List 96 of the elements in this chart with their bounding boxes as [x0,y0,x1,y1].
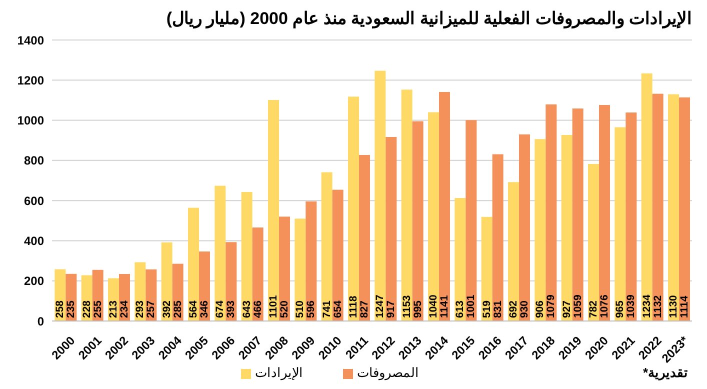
y-tick-label: 0 [37,314,44,328]
bar [454,198,466,321]
bar [626,112,637,321]
bar [561,134,572,321]
data-label: 255 [92,300,104,318]
data-label: 510 [294,300,306,318]
data-label: 1118 [348,296,360,318]
data-label: 674 [214,300,226,318]
data-label: 346 [198,300,210,318]
legend-label: الإيرادات [255,365,303,380]
bar [214,186,226,321]
bar [279,216,290,321]
bar [652,94,664,321]
data-label: 995 [412,300,424,318]
y-tick-label: 1400 [17,33,44,48]
data-label: 827 [358,300,370,318]
data-label: 258 [54,300,66,318]
bar [188,208,199,321]
data-label: 234 [118,300,130,318]
bar [439,92,450,321]
bar [412,121,424,321]
bar [481,216,492,321]
data-label: 1076 [598,294,610,318]
bar [614,127,626,321]
data-label: 831 [492,300,504,318]
data-label: 741 [320,300,333,318]
data-label: 235 [65,300,78,318]
y-tick-label: 400 [24,234,44,248]
bar [332,190,344,321]
bar [268,100,279,321]
y-tick-label: 200 [24,274,44,288]
bar [348,96,359,321]
bar [321,172,332,321]
legend-label: المصروفات [357,365,419,380]
bar [241,192,252,321]
bar [588,164,599,321]
data-label: 1079 [545,294,558,318]
data-label: 564 [188,300,200,318]
bar [386,136,397,321]
bar [359,155,370,321]
data-label: 596 [305,300,318,318]
data-label: 1247 [374,294,386,318]
data-label: 654 [332,300,344,318]
data-label: 393 [225,300,238,318]
bar [428,112,439,321]
data-label: 1059 [572,294,584,318]
data-label: 643 [240,300,253,318]
data-label: 1141 [438,295,450,318]
data-label: 692 [508,300,520,318]
data-label: 293 [134,300,146,318]
data-label: 519 [480,300,493,318]
bar [294,218,306,321]
data-label: 613 [454,300,466,318]
data-label: 520 [278,300,290,318]
data-label: 927 [560,300,573,318]
data-label: 228 [80,300,93,318]
bar [599,105,610,321]
data-label: 1132 [652,295,664,318]
y-tick-label: 800 [24,154,44,168]
bar [641,73,652,321]
data-label: 965 [614,300,626,318]
bar [679,97,690,321]
data-label: 1114 [678,296,690,318]
data-label: 1040 [428,294,440,318]
bar [546,104,557,321]
bar [572,108,584,321]
bar [401,90,412,321]
data-label: 917 [385,300,398,318]
data-label: 1101 [268,295,280,318]
data-label: 1234 [640,294,653,318]
data-label: 930 [518,300,530,318]
bar [519,134,530,321]
data-label: 906 [534,300,546,318]
y-tick-label: 600 [24,194,44,208]
y-tick-label: 1200 [17,73,44,88]
bar [534,139,546,321]
data-label: 392 [160,300,173,318]
bar [668,94,679,321]
data-label: 1130 [668,295,680,318]
bar [252,227,264,321]
data-label: 213 [108,300,120,318]
data-label: 782 [588,300,600,318]
bar [306,201,317,321]
bar [492,154,504,321]
data-label: 1039 [625,294,638,318]
y-tick-label: 1000 [17,114,44,128]
text: *تقديرية [642,365,688,380]
bar [508,182,519,321]
data-label: 1153 [400,295,413,318]
data-label: 285 [172,300,184,318]
data-label: 1001 [465,294,478,318]
data-label: 257 [145,300,158,318]
data-label: 466 [252,300,264,318]
bar [374,70,386,321]
bar [466,120,477,321]
chart-title: الإيرادات والمصروفات الفعلية للميزانية السعودية منذ عام 2000 (مليار ريال) [166,8,692,29]
